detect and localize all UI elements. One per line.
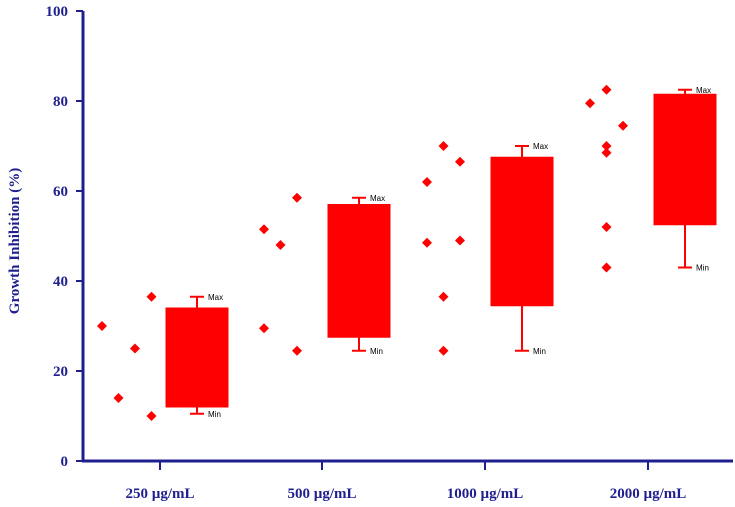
data-point — [455, 235, 465, 246]
min-label: Min — [533, 347, 546, 356]
data-point — [585, 98, 595, 109]
y-tick-label: 60 — [53, 184, 68, 200]
y-tick-label: 40 — [53, 274, 68, 290]
boxes — [165, 88, 717, 415]
data-point — [601, 141, 612, 151]
x-tick-label: 2000 µg/mL — [610, 486, 687, 502]
data-point — [292, 192, 302, 203]
data-point — [422, 177, 432, 187]
box — [653, 93, 717, 226]
y-tick-label: 80 — [53, 94, 68, 110]
data-point — [618, 120, 628, 131]
data-point — [130, 343, 140, 354]
max-label: Max — [533, 142, 548, 151]
data-point — [422, 237, 432, 248]
max-label: Max — [696, 86, 711, 95]
data-point — [292, 345, 302, 356]
y-tick-label: 20 — [53, 364, 68, 380]
box — [327, 204, 391, 338]
y-tick-label: 0 — [61, 454, 69, 470]
labels: Max Min Max Min Max Min Max Min — [208, 86, 711, 419]
data-point — [259, 224, 269, 235]
data-point — [601, 147, 612, 158]
y-tick-label: 100 — [46, 4, 69, 20]
data-point — [146, 291, 157, 302]
box — [165, 307, 229, 408]
data-point — [455, 156, 465, 167]
x-tick-label: 500 µg/mL — [287, 486, 356, 502]
max-label: Max — [370, 194, 385, 203]
x-tick-label: 1000 µg/mL — [447, 486, 524, 502]
data-point — [438, 345, 449, 356]
min-label: Min — [696, 264, 709, 273]
data-point — [146, 411, 157, 421]
min-label: Min — [208, 410, 221, 419]
min-label: Min — [370, 347, 383, 356]
data-point — [601, 262, 612, 273]
data-point — [113, 393, 124, 403]
data-point — [97, 321, 107, 331]
data-point — [438, 141, 449, 151]
data-point — [438, 291, 449, 302]
max-label: Max — [208, 293, 223, 302]
data-point — [601, 84, 612, 95]
x-tick-label: 250 µg/mL — [125, 486, 194, 502]
box — [490, 156, 554, 307]
data-points — [97, 84, 628, 421]
y-axis-label: Growth Inhibition (%) — [7, 168, 23, 314]
axes: 0 20 40 60 80 100 250 µg/mL 500 µg/mL 1000 µg/mL… — [7, 4, 733, 502]
data-point — [601, 222, 612, 232]
data-point — [259, 323, 269, 334]
data-point — [275, 240, 286, 250]
